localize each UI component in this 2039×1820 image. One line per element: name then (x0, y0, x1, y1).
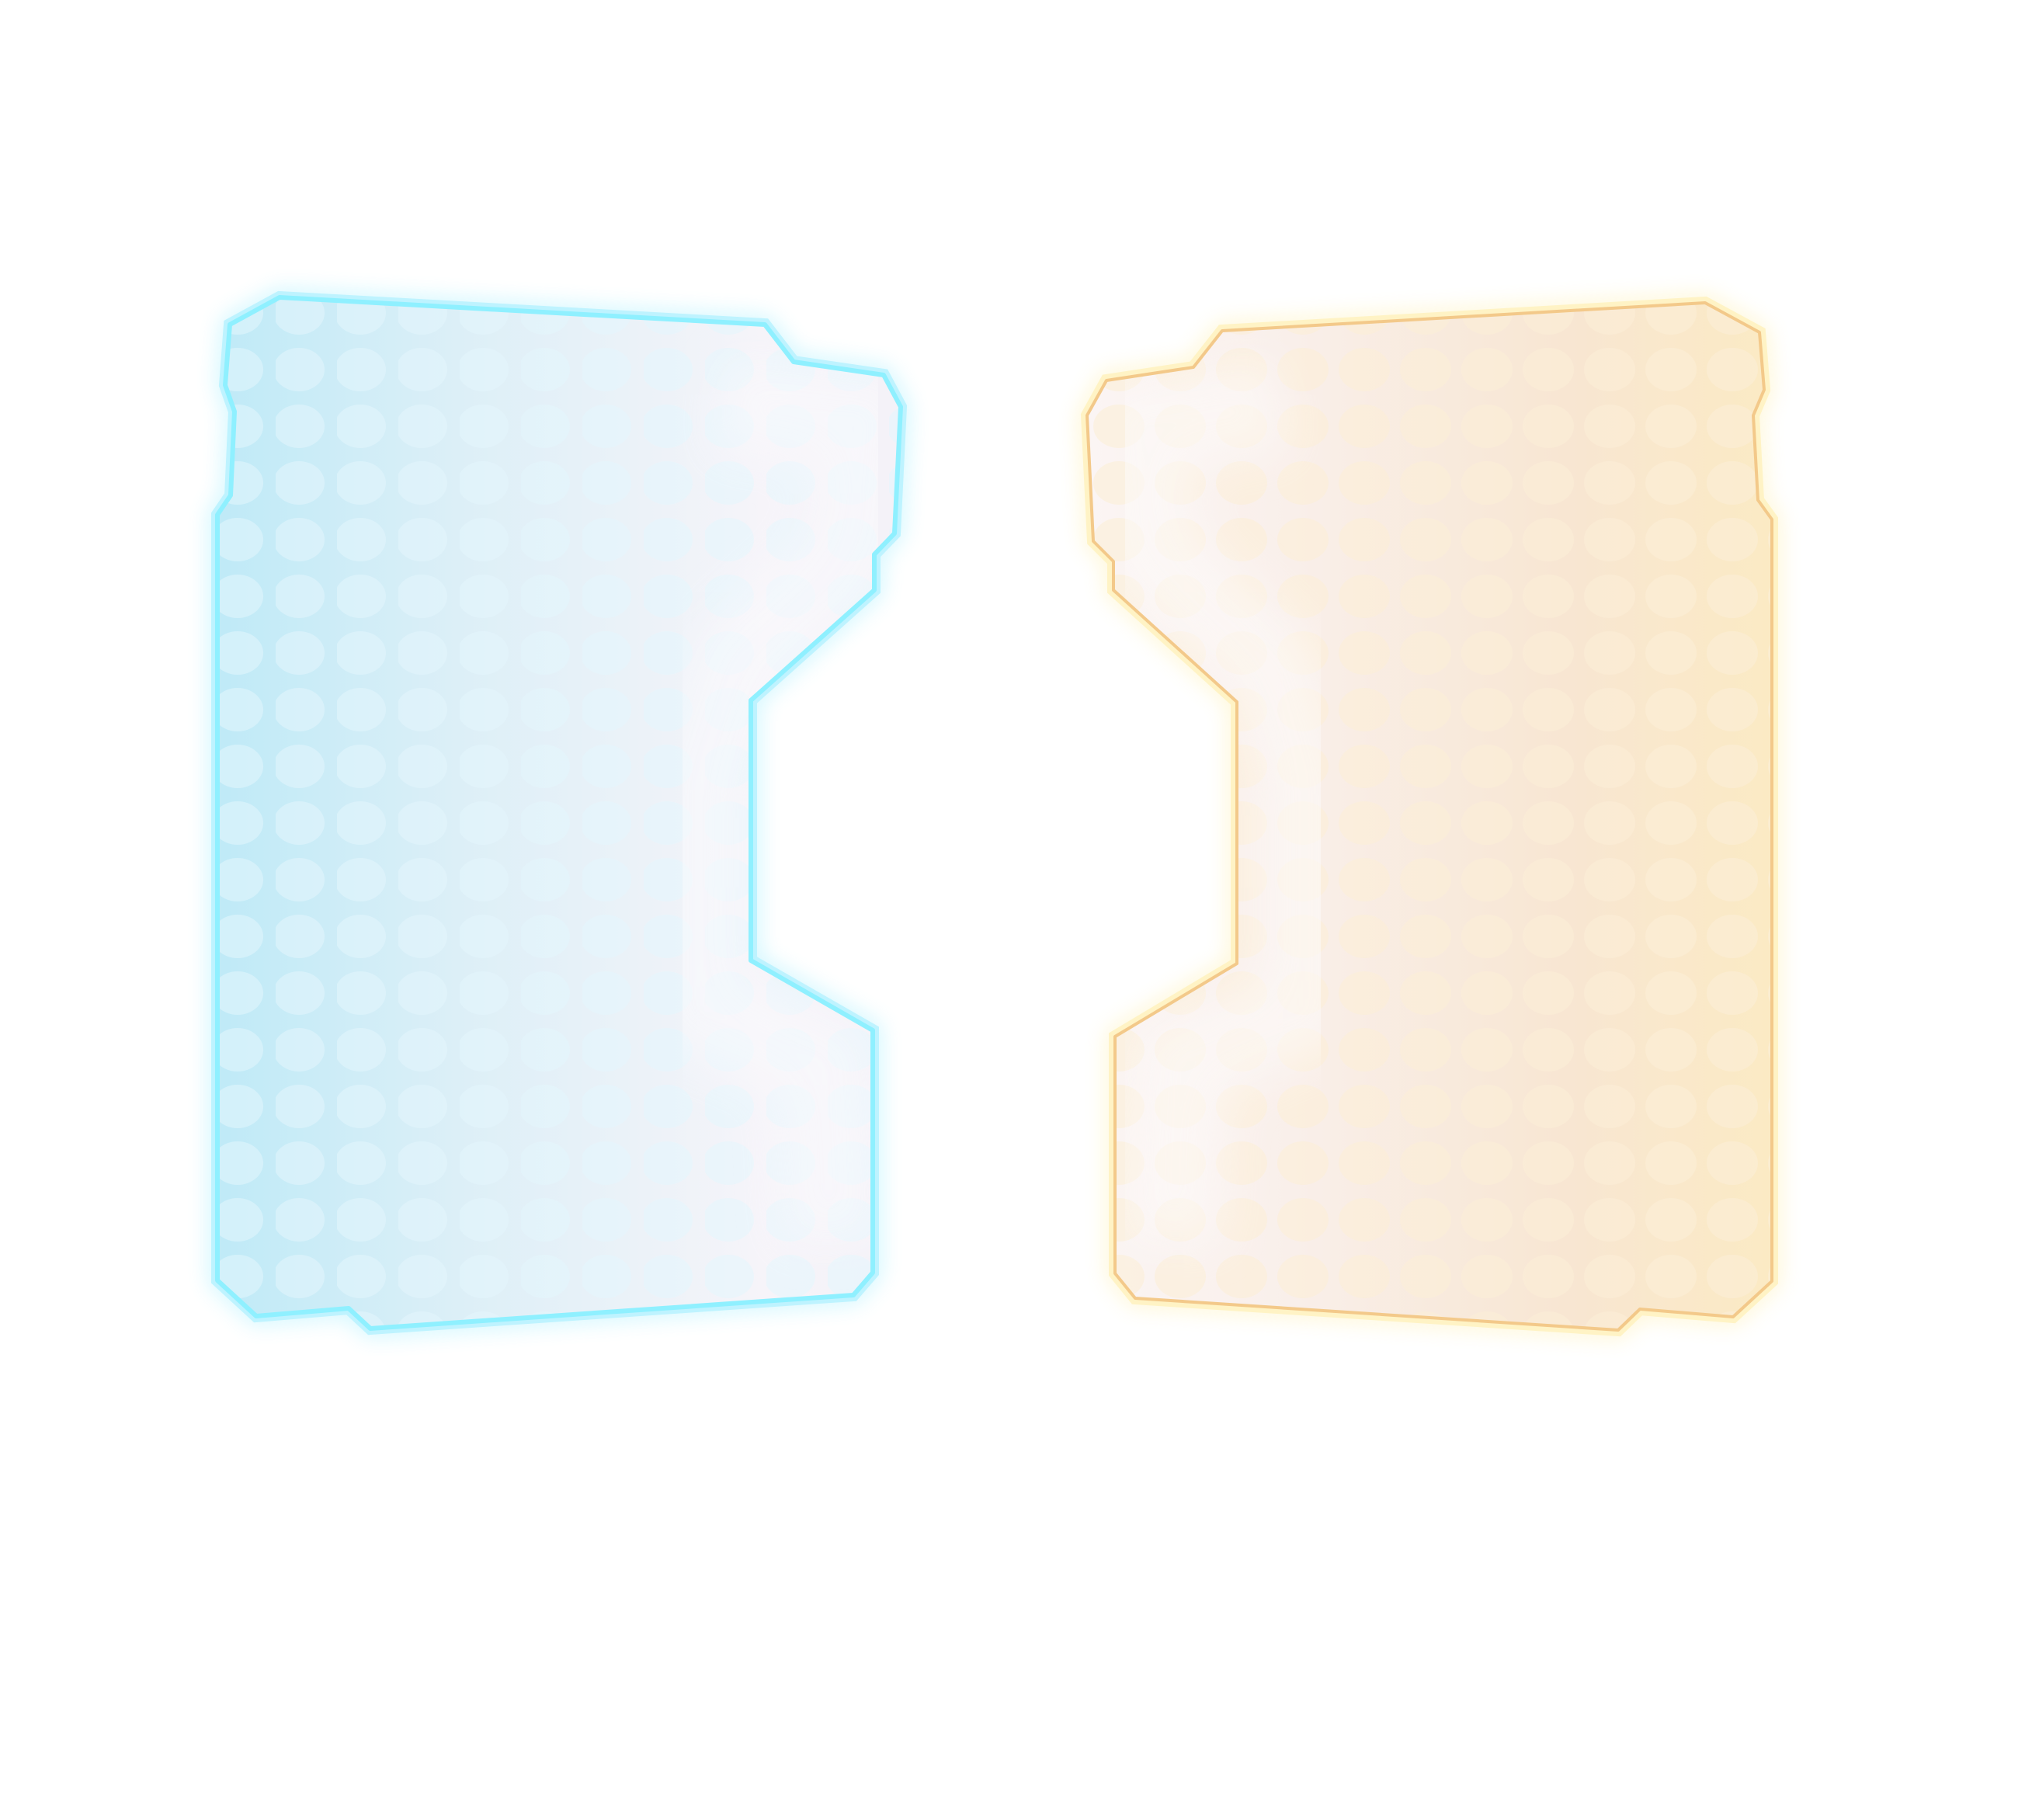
panel-right-border (1085, 301, 1773, 1332)
panel-right-amber[interactable] (1080, 295, 1778, 1337)
panel-left-cyan[interactable] (211, 290, 908, 1335)
panel-left-inner-highlight (652, 357, 901, 1245)
panel-right-inner-highlight (1092, 357, 1351, 1245)
panel-left-border (215, 295, 903, 1331)
